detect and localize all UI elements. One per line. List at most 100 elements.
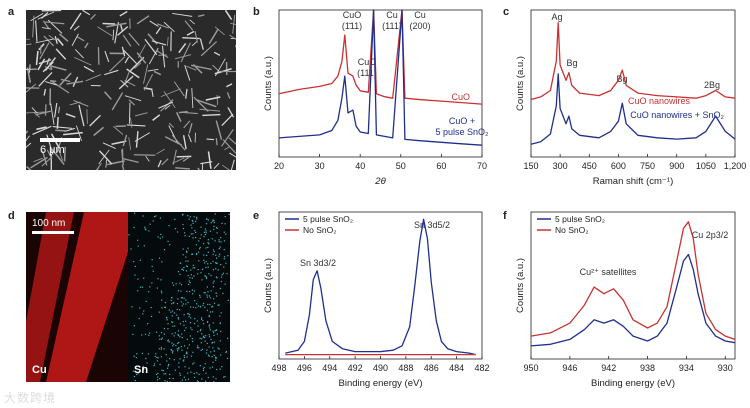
- sn-dot: [154, 216, 156, 218]
- b-annot-cuo1: CuO: [343, 10, 362, 20]
- x-tick-label: 488: [398, 363, 413, 373]
- nanowire: [128, 32, 140, 46]
- nanowire: [89, 114, 101, 127]
- sn-dot: [215, 226, 218, 229]
- sn-dot: [206, 294, 208, 296]
- sn-dot: [225, 233, 227, 235]
- sn-dot: [209, 327, 211, 329]
- sn-dot: [172, 350, 174, 352]
- sn-dot: [205, 254, 208, 257]
- x-tick-label: 40: [355, 161, 365, 171]
- sn-dot: [215, 357, 217, 359]
- sn-dot: [211, 311, 214, 313]
- sn-dot: [208, 273, 210, 275]
- sn-dot: [196, 380, 198, 382]
- sn-dot: [183, 359, 185, 361]
- sn-dot: [216, 329, 218, 331]
- sn-dot: [173, 312, 175, 314]
- sn-dot: [141, 286, 144, 288]
- nanowire: [43, 89, 47, 96]
- nanowire: [184, 65, 191, 81]
- sn-dot: [193, 322, 196, 325]
- sn-dot: [199, 296, 201, 298]
- sn-dot: [158, 348, 160, 350]
- nanowire: [104, 91, 112, 100]
- sn-dot: [158, 257, 161, 259]
- sn-dot: [197, 325, 199, 327]
- sn-dot: [221, 274, 223, 276]
- x-tick-label: 934: [679, 363, 694, 373]
- sn-dot: [193, 362, 195, 364]
- nanowire: [148, 47, 159, 65]
- sn-dot: [214, 240, 216, 242]
- nanowire: [124, 71, 130, 84]
- sn-dot: [220, 276, 223, 278]
- nanowire: [54, 35, 58, 44]
- nanowire: [28, 64, 31, 73]
- sn-dot: [214, 213, 216, 215]
- nanowire: [200, 41, 218, 57]
- sn-dot: [195, 244, 198, 246]
- nanowire: [232, 14, 236, 34]
- sn-dot: [213, 219, 215, 222]
- x-tick-label: 750: [640, 161, 655, 171]
- sn-dot: [203, 236, 205, 238]
- sn-dot: [212, 376, 214, 378]
- sn-dot: [138, 318, 140, 320]
- nanowire: [157, 160, 162, 168]
- nanowire: [197, 14, 205, 17]
- sn-dot: [184, 366, 186, 368]
- nanowire: [213, 162, 220, 169]
- sn-dot: [198, 260, 200, 262]
- sn-dot: [199, 365, 201, 367]
- sn-dot: [201, 348, 204, 351]
- c-annot-2bg: 2Bg: [704, 80, 720, 90]
- sn-dot: [167, 339, 169, 341]
- nanowire: [135, 112, 148, 117]
- sn-dot: [213, 250, 215, 253]
- sn-dot: [188, 316, 190, 318]
- sn-dot: [223, 249, 225, 251]
- sn-dot: [178, 334, 180, 337]
- sn-dot: [167, 240, 169, 242]
- sn-dot: [155, 353, 157, 355]
- sn-dot: [164, 380, 166, 382]
- sn-dot: [190, 273, 192, 276]
- watermark: 大数跨境: [4, 391, 57, 405]
- nanowire: [119, 10, 128, 17]
- sn-dot: [204, 306, 206, 308]
- x-tick-label: 946: [562, 363, 577, 373]
- nanowire: [134, 62, 142, 69]
- sn-dot: [216, 295, 218, 297]
- sn-dot: [178, 362, 180, 364]
- sn-dot: [175, 283, 177, 285]
- sn-dot: [204, 336, 206, 339]
- sn-dot: [168, 341, 170, 343]
- nanowire: [107, 160, 125, 166]
- sn-dot: [218, 248, 220, 250]
- nanowire: [145, 155, 150, 162]
- cu-nanowire-band: [46, 212, 128, 382]
- sn-dot: [199, 330, 201, 332]
- sn-dot: [185, 256, 187, 258]
- sn-dot: [183, 324, 185, 326]
- f-annot-satellites: Cu²⁺ satellites: [580, 267, 637, 277]
- sn-dot: [136, 373, 138, 376]
- sn-dot: [201, 317, 203, 319]
- sn-dot: [216, 227, 218, 230]
- sn-dot: [139, 259, 141, 261]
- nanowire: [52, 126, 73, 129]
- series-line: [530, 253, 736, 347]
- sn-dot: [132, 370, 134, 372]
- sn-dot: [160, 347, 163, 349]
- nanowire: [228, 137, 236, 145]
- sn-dot: [208, 336, 211, 338]
- sn-dot: [157, 379, 159, 381]
- sn-dot: [195, 220, 197, 223]
- sn-dot: [159, 363, 161, 366]
- nanowire: [175, 167, 190, 170]
- sn-dot: [153, 364, 155, 367]
- sn-dot: [190, 269, 192, 271]
- sn-dot: [201, 279, 203, 281]
- sn-dot: [164, 306, 167, 309]
